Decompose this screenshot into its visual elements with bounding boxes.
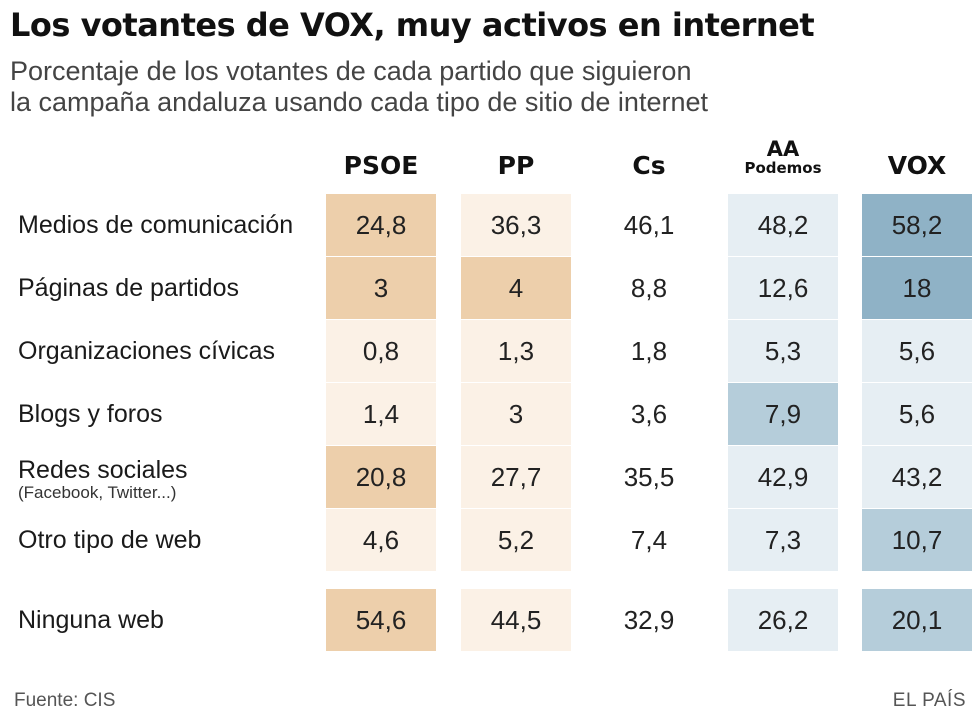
column-header-psoe: PSOE <box>326 152 436 180</box>
column-header-aa: AA Podemos <box>728 138 838 176</box>
column-header-label: PSOE <box>343 151 419 180</box>
row-label: Redes sociales (Facebook, Twitter...) <box>18 456 188 502</box>
subtitle-line-2: la campaña andaluza usando cada tipo de … <box>10 87 708 117</box>
row-label-text: Páginas de partidos <box>18 274 239 302</box>
cell-pp: 36,3 <box>461 194 571 256</box>
cell-cs: 1,8 <box>594 320 704 382</box>
cell-pp: 3 <box>461 383 571 445</box>
cell-aa: 12,6 <box>728 257 838 319</box>
subtitle-line-1: Porcentaje de los votantes de cada parti… <box>10 56 692 86</box>
cell-vox: 43,2 <box>862 446 972 508</box>
cell-vox: 18 <box>862 257 972 319</box>
row-label: Páginas de partidos <box>18 274 239 302</box>
cell-psoe: 54,6 <box>326 589 436 651</box>
cell-pp: 1,3 <box>461 320 571 382</box>
cell-psoe: 3 <box>326 257 436 319</box>
row-label-text: Ninguna web <box>18 606 164 634</box>
cell-cs: 3,6 <box>594 383 704 445</box>
cell-vox: 10,7 <box>862 509 972 571</box>
column-header-label: VOX <box>887 151 947 180</box>
cell-psoe: 1,4 <box>326 383 436 445</box>
cell-aa: 7,3 <box>728 509 838 571</box>
row-label: Ninguna web <box>18 606 164 634</box>
cell-pp: 5,2 <box>461 509 571 571</box>
chart-title: Los votantes de VOX, muy activos en inte… <box>10 6 815 44</box>
cell-pp: 44,5 <box>461 589 571 651</box>
source-note: Fuente: CIS <box>14 690 116 711</box>
chart-subtitle: Porcentaje de los votantes de cada parti… <box>10 56 910 118</box>
cell-pp: 4 <box>461 257 571 319</box>
row-label-text: Otro tipo de web <box>18 526 202 554</box>
column-header-label: PP <box>497 151 535 180</box>
cell-psoe: 24,8 <box>326 194 436 256</box>
cell-cs: 35,5 <box>594 446 704 508</box>
column-header-label: Cs <box>632 151 666 180</box>
cell-psoe: 20,8 <box>326 446 436 508</box>
cell-vox: 20,1 <box>862 589 972 651</box>
cell-psoe: 4,6 <box>326 509 436 571</box>
column-header-pp: PP <box>461 152 571 180</box>
cell-aa: 5,3 <box>728 320 838 382</box>
cell-aa: 26,2 <box>728 589 838 651</box>
cell-cs: 7,4 <box>594 509 704 571</box>
cell-vox: 5,6 <box>862 320 972 382</box>
cell-vox: 5,6 <box>862 383 972 445</box>
cell-aa: 42,9 <box>728 446 838 508</box>
column-header-label: AA <box>766 137 800 161</box>
row-label-text: Medios de comunicación <box>18 211 294 239</box>
row-label: Medios de comunicación <box>18 211 293 239</box>
cell-psoe: 0,8 <box>326 320 436 382</box>
cell-vox: 58,2 <box>862 194 972 256</box>
row-label: Organizaciones cívicas <box>18 337 275 365</box>
cell-cs: 32,9 <box>594 589 704 651</box>
brand-logo: EL PAÍS <box>892 690 966 711</box>
column-header-sublabel: Podemos <box>744 159 822 177</box>
cell-cs: 46,1 <box>594 194 704 256</box>
cell-pp: 27,7 <box>461 446 571 508</box>
row-label: Otro tipo de web <box>18 526 201 554</box>
row-label-text: Redes sociales <box>18 456 188 484</box>
row-sublabel-text: (Facebook, Twitter...) <box>18 483 177 502</box>
column-header-vox: VOX <box>862 152 972 180</box>
column-header-cs: Cs <box>594 152 704 180</box>
row-label-text: Blogs y foros <box>18 400 163 428</box>
cell-aa: 7,9 <box>728 383 838 445</box>
cell-aa: 48,2 <box>728 194 838 256</box>
row-label: Blogs y foros <box>18 400 163 428</box>
row-label-text: Organizaciones cívicas <box>18 337 276 365</box>
cell-cs: 8,8 <box>594 257 704 319</box>
